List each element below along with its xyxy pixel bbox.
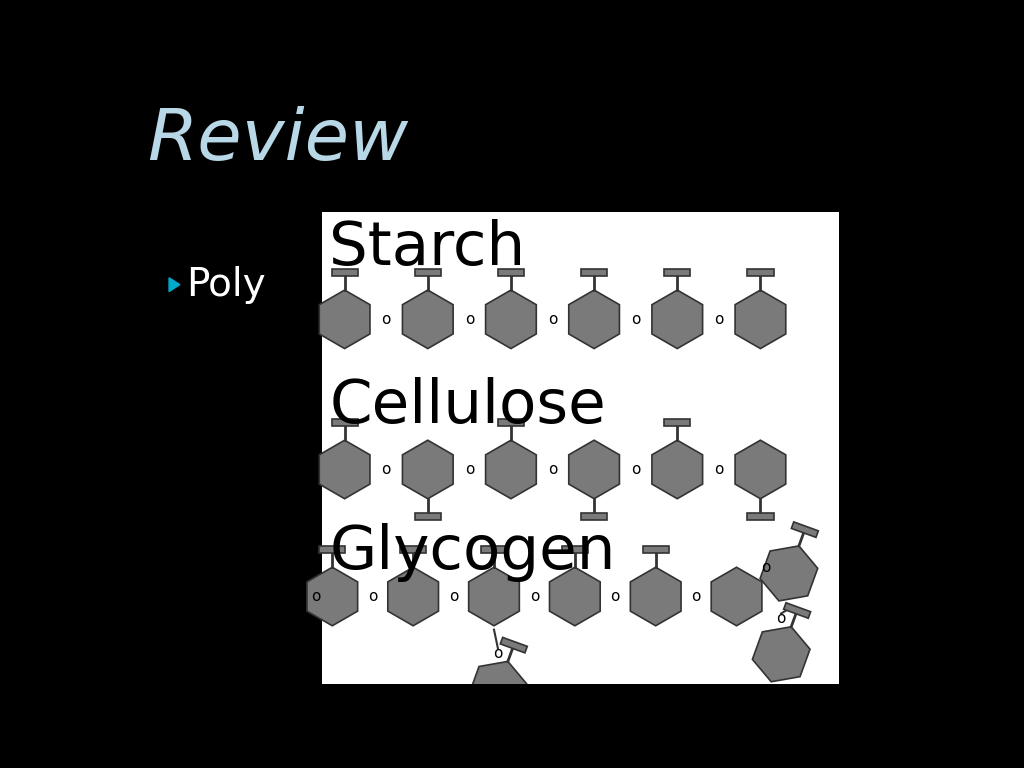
- Text: Poly: Poly: [186, 266, 265, 303]
- Text: o: o: [449, 589, 459, 604]
- Polygon shape: [735, 440, 785, 498]
- Polygon shape: [485, 290, 537, 349]
- Bar: [415, 512, 441, 519]
- Text: Starch: Starch: [330, 219, 525, 278]
- Bar: [415, 270, 441, 276]
- Polygon shape: [550, 568, 600, 626]
- Text: o: o: [631, 462, 640, 477]
- Polygon shape: [568, 440, 620, 498]
- Polygon shape: [469, 661, 526, 717]
- Bar: [581, 270, 607, 276]
- Polygon shape: [388, 568, 438, 626]
- Bar: [498, 270, 524, 276]
- Bar: [498, 419, 524, 426]
- Text: o: o: [382, 312, 391, 327]
- Bar: [319, 547, 345, 554]
- Bar: [665, 419, 690, 426]
- Text: Glycogen: Glycogen: [330, 523, 615, 582]
- Bar: [332, 419, 357, 426]
- Polygon shape: [712, 568, 762, 626]
- Text: o: o: [529, 589, 539, 604]
- Polygon shape: [485, 440, 537, 498]
- Polygon shape: [735, 290, 785, 349]
- Text: o: o: [382, 462, 391, 477]
- Text: o: o: [714, 462, 724, 477]
- Polygon shape: [319, 440, 370, 498]
- Text: o: o: [465, 462, 474, 477]
- Polygon shape: [402, 440, 453, 498]
- Text: Review: Review: [147, 106, 409, 175]
- Text: o: o: [368, 589, 378, 604]
- Bar: [643, 547, 669, 554]
- Bar: [562, 547, 588, 554]
- Polygon shape: [307, 568, 357, 626]
- Bar: [322, 211, 839, 684]
- Polygon shape: [792, 522, 818, 538]
- Text: o: o: [548, 312, 557, 327]
- Text: o: o: [494, 646, 503, 661]
- Bar: [481, 547, 507, 554]
- Bar: [581, 512, 607, 519]
- Text: o: o: [310, 589, 321, 604]
- Text: o: o: [610, 589, 620, 604]
- Bar: [665, 270, 690, 276]
- Polygon shape: [652, 440, 702, 498]
- Text: o: o: [631, 312, 640, 327]
- Text: o: o: [465, 312, 474, 327]
- Bar: [332, 270, 357, 276]
- Text: o: o: [761, 560, 770, 574]
- Polygon shape: [469, 568, 519, 626]
- Bar: [748, 512, 773, 519]
- Text: o: o: [548, 462, 557, 477]
- Polygon shape: [568, 290, 620, 349]
- Polygon shape: [501, 637, 527, 653]
- Polygon shape: [169, 278, 180, 292]
- Bar: [400, 547, 426, 554]
- Text: o: o: [691, 589, 700, 604]
- Polygon shape: [319, 290, 370, 349]
- Text: o: o: [776, 611, 785, 627]
- Polygon shape: [760, 546, 818, 601]
- Text: o: o: [714, 312, 724, 327]
- Polygon shape: [631, 568, 681, 626]
- Bar: [748, 270, 773, 276]
- Polygon shape: [652, 290, 702, 349]
- Polygon shape: [753, 627, 810, 682]
- Polygon shape: [402, 290, 453, 349]
- Text: Cellulose: Cellulose: [330, 377, 606, 436]
- Polygon shape: [783, 603, 811, 618]
